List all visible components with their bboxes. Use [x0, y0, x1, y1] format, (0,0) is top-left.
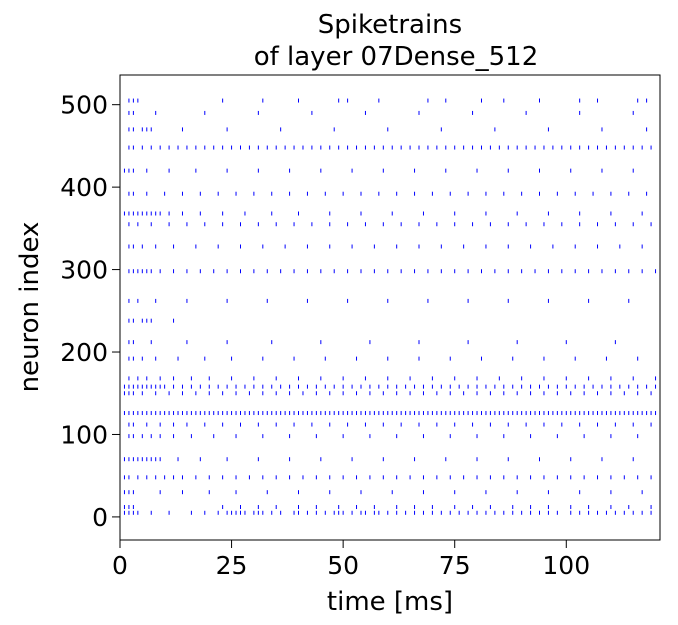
spike-raster [123, 98, 657, 515]
chart-title-line-1: Spiketrains [318, 10, 462, 40]
plot-frame [119, 74, 661, 541]
x-tick-label: 75 [439, 551, 471, 580]
y-tick-label: 200 [60, 338, 108, 367]
x-axis: 0 25 50 75 100 [112, 540, 590, 580]
x-tick-label: 0 [112, 551, 128, 580]
plot-background [120, 75, 660, 540]
y-tick-label: 300 [60, 256, 108, 285]
y-tick-label: 400 [60, 173, 108, 202]
x-axis-label: time [ms] [327, 587, 453, 617]
plot-area [119, 74, 661, 541]
y-tick-label: 500 [60, 91, 108, 120]
x-tick-label: 50 [327, 551, 359, 580]
x-tick-label: 100 [542, 551, 590, 580]
y-tick-label: 100 [60, 420, 108, 449]
y-tick-label: 0 [92, 503, 108, 532]
y-axis-label: neuron index [15, 222, 45, 393]
y-axis: 0 100 200 300 400 500 [60, 91, 120, 532]
x-tick-label: 25 [216, 551, 248, 580]
chart-title-line-2: of layer 07Dense_512 [254, 42, 539, 72]
